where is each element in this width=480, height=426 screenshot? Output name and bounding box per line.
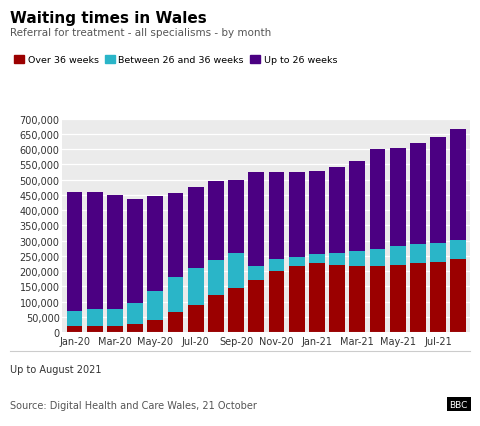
Bar xyxy=(168,277,183,313)
Bar xyxy=(208,261,224,296)
Bar xyxy=(390,148,406,247)
Bar xyxy=(269,173,284,260)
Text: BBC: BBC xyxy=(450,400,468,409)
Bar xyxy=(208,296,224,332)
Bar xyxy=(67,326,83,332)
Text: Waiting times in Wales: Waiting times in Wales xyxy=(10,11,206,26)
Bar xyxy=(309,172,325,255)
Bar xyxy=(450,240,466,259)
Bar xyxy=(87,326,103,332)
Bar xyxy=(249,173,264,267)
Text: Source: Digital Health and Care Wales, 21 October: Source: Digital Health and Care Wales, 2… xyxy=(10,400,256,409)
Bar xyxy=(147,291,163,320)
Bar xyxy=(450,259,466,332)
Bar xyxy=(269,260,284,271)
Bar xyxy=(349,162,365,251)
Bar xyxy=(309,255,325,264)
Bar xyxy=(349,251,365,267)
Bar xyxy=(147,320,163,332)
Bar xyxy=(410,264,426,332)
Bar xyxy=(249,267,264,281)
Bar xyxy=(289,267,305,332)
Bar xyxy=(127,200,143,303)
Bar xyxy=(168,194,183,277)
Bar xyxy=(269,271,284,332)
Bar xyxy=(168,313,183,332)
Bar xyxy=(390,265,406,332)
Bar xyxy=(289,173,305,257)
Bar xyxy=(370,150,385,249)
Bar xyxy=(228,180,244,253)
Bar xyxy=(370,249,385,267)
Bar xyxy=(87,309,103,326)
Bar xyxy=(430,262,446,332)
Bar xyxy=(349,267,365,332)
Bar xyxy=(208,181,224,261)
Bar xyxy=(410,245,426,264)
Bar xyxy=(107,196,123,309)
Bar xyxy=(87,192,103,309)
Bar xyxy=(67,192,83,311)
Bar xyxy=(370,267,385,332)
Bar xyxy=(107,326,123,332)
Bar xyxy=(450,130,466,240)
Legend: Over 36 weeks, Between 26 and 36 weeks, Up to 26 weeks: Over 36 weeks, Between 26 and 36 weeks, … xyxy=(14,56,337,65)
Bar xyxy=(430,138,446,243)
Bar xyxy=(188,268,204,305)
Bar xyxy=(329,254,345,265)
Bar xyxy=(249,281,264,332)
Bar xyxy=(329,168,345,254)
Bar xyxy=(309,264,325,332)
Text: Referral for treatment - all specialisms - by month: Referral for treatment - all specialisms… xyxy=(10,28,271,37)
Bar xyxy=(127,325,143,332)
Bar xyxy=(228,288,244,332)
Bar xyxy=(67,311,83,326)
Bar xyxy=(228,253,244,288)
Bar xyxy=(430,243,446,262)
Bar xyxy=(188,188,204,268)
Bar xyxy=(127,303,143,325)
Bar xyxy=(329,265,345,332)
Bar xyxy=(410,144,426,245)
Bar xyxy=(390,247,406,265)
Bar xyxy=(147,197,163,291)
Bar xyxy=(107,309,123,326)
Text: Up to August 2021: Up to August 2021 xyxy=(10,364,101,374)
Bar xyxy=(188,305,204,332)
Bar xyxy=(289,257,305,267)
